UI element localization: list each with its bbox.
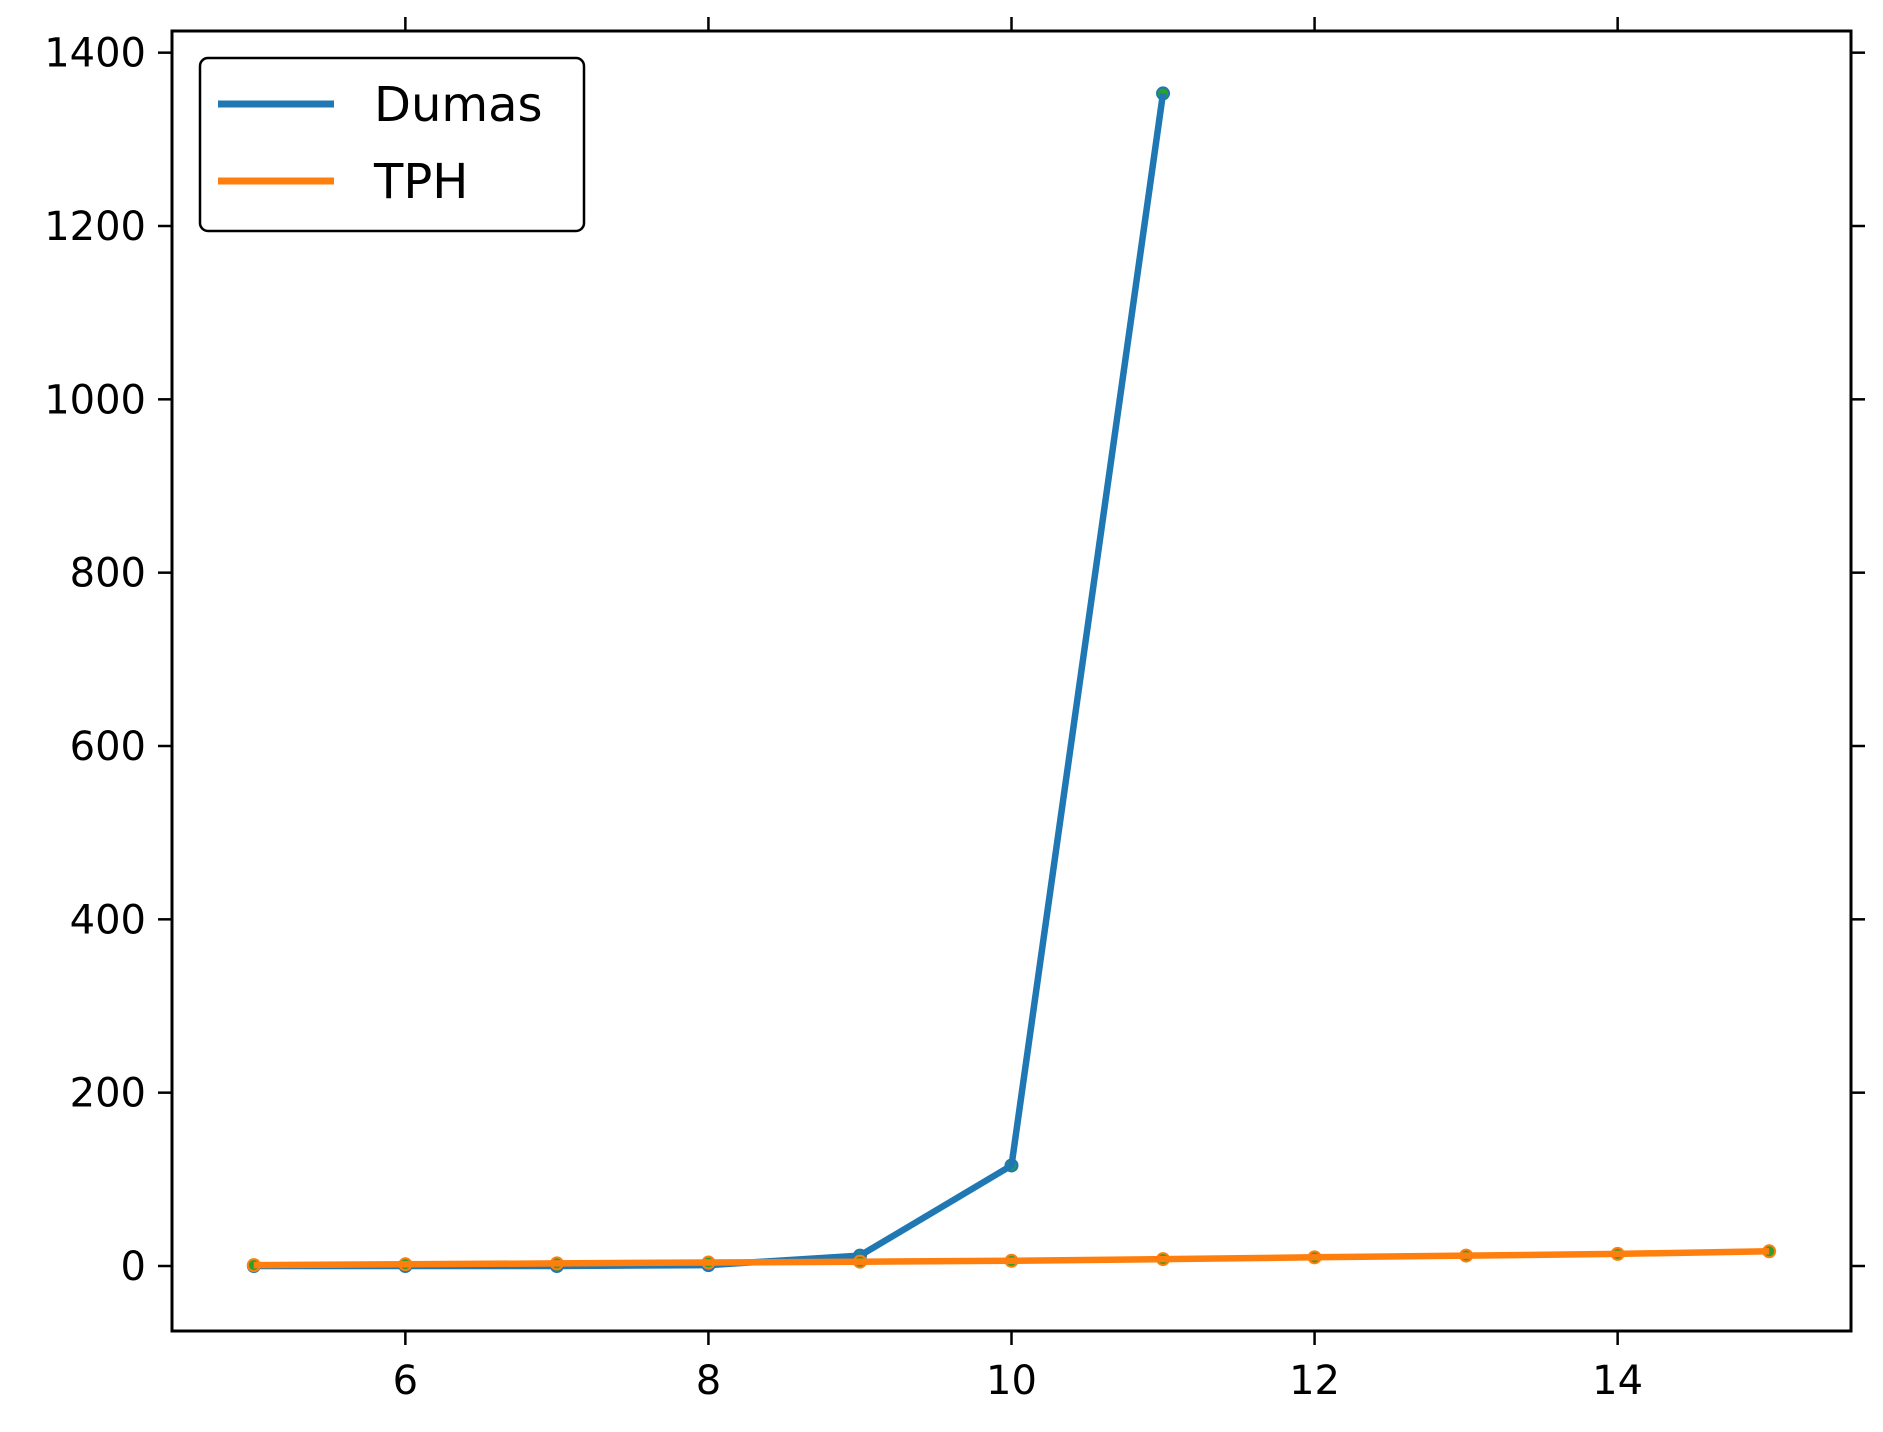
- x-tick-label: 12: [1289, 1358, 1340, 1404]
- legend-label-dumas: Dumas: [374, 77, 543, 133]
- y-tick-label: 0: [121, 1244, 146, 1290]
- x-tick-label: 8: [696, 1358, 721, 1404]
- legend: Dumas TPH: [198, 56, 586, 233]
- y-tick-label: 200: [70, 1071, 146, 1117]
- legend-label-tph: TPH: [373, 154, 468, 210]
- series-line-tph: [253, 1248, 1770, 1269]
- x-tick-labels: 6 8 10 12 14: [393, 1358, 1643, 1404]
- y-tick-label: 800: [70, 551, 146, 597]
- y-tick-label: 1200: [44, 204, 146, 250]
- y-tick-label: 1400: [44, 31, 146, 77]
- y-tick-label: 1000: [44, 377, 146, 423]
- axis-ticks: [158, 17, 1865, 1345]
- series-lines: [246, 86, 1777, 1273]
- x-tick-label: 6: [393, 1358, 418, 1404]
- x-tick-label: 10: [986, 1358, 1037, 1404]
- x-tick-label: 14: [1592, 1358, 1643, 1404]
- axes-frame: [170, 29, 1853, 1333]
- y-tick-label: 400: [70, 897, 146, 943]
- y-tick-label: 600: [70, 724, 146, 770]
- y-tick-labels: 0 200 400 600 800 1000 1200 1400: [44, 31, 146, 1290]
- plot-area: [246, 86, 1777, 1273]
